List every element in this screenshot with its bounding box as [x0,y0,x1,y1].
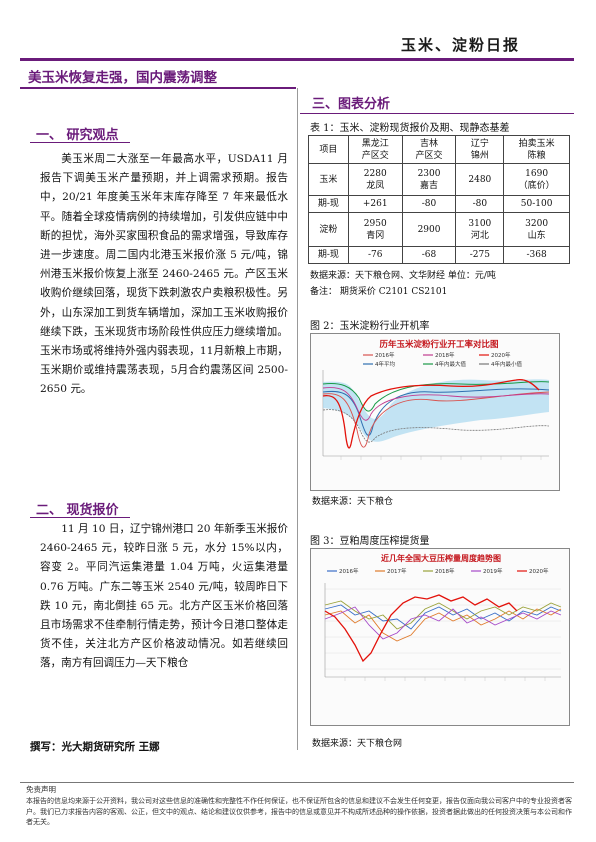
table-cell: 期-现 [308,195,349,213]
series-line [322,381,550,412]
legend-label: 4年内最小值 [491,360,522,368]
table-header-cell: 辽宁 锦州 [455,135,505,164]
author-line: 撰写：光大期货研究所 王娜 [30,741,160,753]
table-header-cell: 吉林 产区交 [401,135,457,164]
section3-rule [300,113,574,114]
footer-divider [20,782,574,783]
crush-chart-svg: 近几年全国大豆压榨量周度趋势图 2016年 2017年 2018年 2019年 … [311,549,569,725]
spot-price-table: 项目 黑龙江 产区交 吉林 产区交 辽宁 锦州 拍卖玉米 陈粮 玉米 2280 … [308,135,570,264]
table-cell: 3200 山东 [503,212,570,247]
table1-source: 数据来源：天下粮仓网、文华财经 单位：元/吨 [310,271,496,281]
series-line-2020 [322,378,540,449]
table-cell: 3100 河北 [455,212,505,247]
table-cell: 淀粉 [308,212,349,247]
table-cell: 1690 （底价） [503,163,570,196]
figure3-caption: 图 3：豆粕周度压榨提货量 [310,536,430,547]
section1-rule [30,142,130,143]
legend-label: 2020年 [529,567,549,575]
table-cell: 2900 [401,212,457,247]
table-cell: 期-现 [308,246,349,264]
legend-label: 4年内最大值 [435,360,466,368]
section2-rule [30,517,130,518]
legend-label: 2016年 [375,351,395,359]
legend-label: 2019年 [483,567,503,575]
range-band [323,379,549,442]
series-line [324,606,562,640]
table-cell: 2300 嘉吉 [401,163,457,196]
table-header-cell: 黑龙江 产区交 [347,135,403,164]
capacity-chart-svg: 历年玉米淀粉行业开工率对比图 2016年 2018年 2020年 4年平均 4年… [311,334,559,490]
disclaimer-text: 本报告的信息均来源于公开资料，我公司对这些信息的准确性和完整性不作任何保证，也不… [26,797,572,826]
series-line [324,600,562,630]
figure3-source: 数据来源：天下粮仓网 [312,739,403,749]
table-cell: 玉米 [308,163,349,196]
series-line-2020 [324,594,518,663]
series-line [322,409,550,443]
legend-label: 4年平均 [375,360,395,368]
figure2-source: 数据来源：天下粮仓 [312,497,394,507]
table-cell: -368 [503,246,570,264]
table1-note: 备注： 期货采价 C2101 CS2101 [310,287,448,297]
disclaimer-title: 免责声明 [26,785,56,794]
legend-label: 2020年 [491,351,511,359]
header-divider [20,58,574,61]
column-divider [297,88,298,750]
table-header-cell: 拍卖玉米 陈粮 [503,135,570,164]
section2-paragraph: 11 月 10 日，辽宁锦州港口 20 年新季玉米报价 2460-2465 元，… [40,523,288,670]
crush-volume-chart: 近几年全国大豆压榨量周度趋势图 2016年 2017年 2018年 2019年 … [310,548,570,726]
section1-heading: 一、 研究观点 [36,128,119,143]
table-cell: -68 [401,246,457,264]
series-line [322,388,550,436]
legend-label: 2017年 [387,567,407,575]
series-line [324,608,562,642]
table-cell: 50-100 [503,195,570,213]
table-header-cell: 项目 [308,135,349,164]
table-cell: 2280 龙凤 [347,163,403,196]
series-line [322,391,550,448]
section3-heading: 三、图表分析 [312,97,391,112]
capacity-chart: 历年玉米淀粉行业开工率对比图 2016年 2018年 2020年 4年平均 4年… [310,333,560,491]
figure2-caption: 图 2：玉米淀粉行业开机率 [310,321,430,332]
table-cell: +261 [347,195,403,213]
legend-label: 2016年 [339,567,359,575]
legend-label: 2018年 [435,351,455,359]
section1-paragraph: 美玉米周二大涨至一年最高水平，USDA11 月报告下调美玉米产量预期，并上调需求… [40,153,288,396]
main-headline: 美玉米恢复走强，国内震荡调整 [28,70,217,86]
table-cell: -76 [347,246,403,264]
series-line [324,604,562,630]
table-cell: 2950 青冈 [347,212,403,247]
table-cell: -80 [455,195,505,213]
capacity-chart-title: 历年玉米淀粉行业开工率对比图 [379,339,498,350]
section2-heading: 二、 现货报价 [36,503,119,518]
report-title: 玉米、淀粉日报 [400,36,520,54]
headline-underline [20,87,296,89]
table1-caption: 表 1：玉米、淀粉现货报价及期、现静态基差 [310,123,510,134]
crush-chart-title: 近几年全国大豆压榨量周度趋势图 [381,553,501,563]
table-cell: -275 [455,246,505,264]
table-cell: 2480 [455,163,505,196]
legend-label: 2018年 [435,567,455,575]
table-cell: -80 [401,195,457,213]
series-line [322,387,550,421]
